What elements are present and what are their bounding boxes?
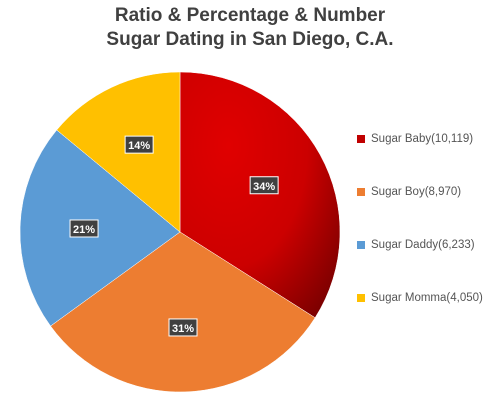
data-label-box	[69, 219, 99, 238]
pie-slice-sugar-daddy	[19, 129, 181, 327]
data-label-text: 31%	[172, 323, 194, 335]
legend-item-sugar-baby: Sugar Baby(10,119)	[357, 130, 497, 148]
pie-labels: 34% 31% 21% 14%	[69, 135, 279, 337]
legend: Sugar Baby(10,119) Sugar Boy(8,970) Suga…	[357, 130, 497, 342]
data-label-box	[249, 176, 279, 195]
legend-item-sugar-daddy: Sugar Daddy(6,233)	[357, 236, 497, 254]
chart-title: Ratio & Percentage & Number Sugar Dating…	[0, 4, 500, 52]
pie-slices	[19, 71, 341, 393]
pie-slice-sugar-momma	[56, 71, 181, 233]
legend-swatch	[357, 241, 365, 249]
data-label-box	[168, 318, 198, 337]
data-label-box	[124, 135, 154, 154]
pie-slice-sugar-baby	[179, 71, 341, 319]
legend-swatch	[357, 135, 365, 143]
legend-item-sugar-boy: Sugar Boy(8,970)	[357, 183, 497, 201]
data-label-text: 21%	[73, 224, 95, 236]
legend-swatch	[357, 188, 365, 196]
data-label: 34%	[249, 176, 279, 195]
chart-title-line-2: Sugar Dating in San Diego, C.A.	[106, 29, 394, 50]
data-label: 31%	[168, 318, 198, 337]
data-label: 21%	[69, 219, 99, 238]
legend-label: Sugar Momma(4,050)	[371, 292, 483, 304]
chart-title-line-1: Ratio & Percentage & Number	[114, 5, 386, 26]
legend-swatch	[357, 294, 365, 302]
data-label: 14%	[124, 135, 154, 154]
data-label-text: 14%	[128, 140, 150, 152]
legend-item-sugar-momma: Sugar Momma(4,050)	[357, 289, 497, 307]
data-label-text: 34%	[253, 181, 275, 193]
legend-label: Sugar Baby(10,119)	[371, 133, 474, 145]
pie-slice-sugar-boy	[50, 231, 316, 393]
legend-label: Sugar Boy(8,970)	[371, 186, 462, 198]
legend-label: Sugar Daddy(6,233)	[371, 239, 475, 251]
